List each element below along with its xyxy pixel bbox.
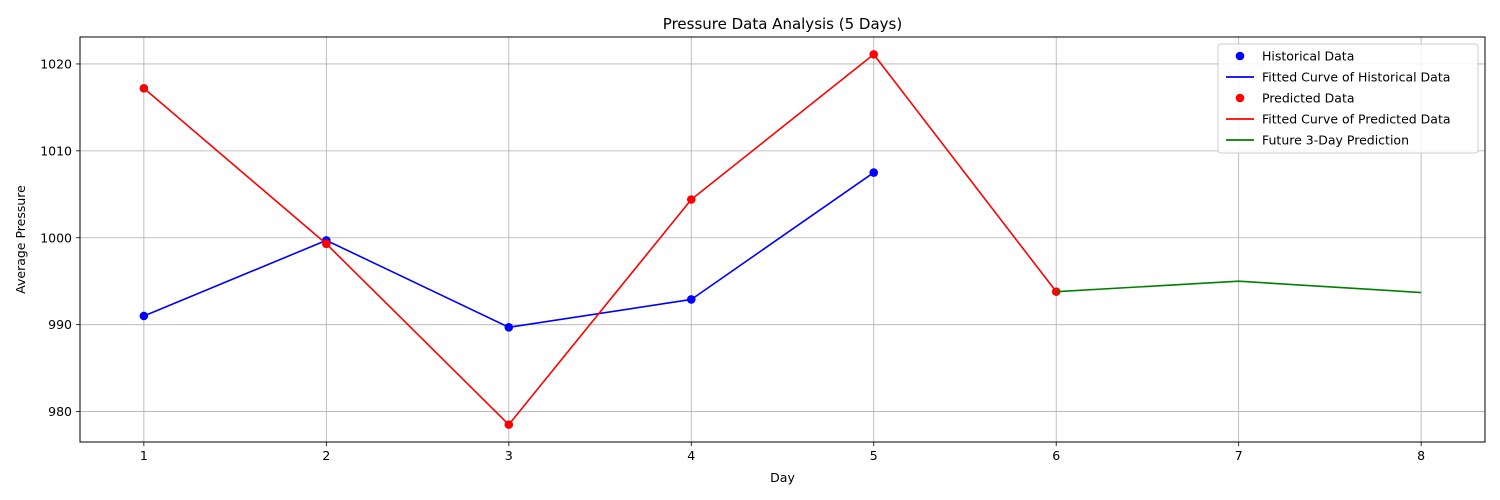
x-tick-label: 8 <box>1417 448 1425 463</box>
legend-label: Predicted Data <box>1262 91 1355 106</box>
series-layer <box>139 50 1422 429</box>
legend-entry: Predicted Data <box>1235 91 1355 106</box>
legend-label: Fitted Curve of Predicted Data <box>1262 112 1451 127</box>
y-axis-title: Average Pressure <box>13 185 28 294</box>
legend-box <box>1217 43 1479 154</box>
legend-entry: Fitted Curve of Predicted Data <box>1226 112 1451 127</box>
series-line <box>143 53 1057 426</box>
chart-title: Pressure Data Analysis (5 Days) <box>663 15 902 33</box>
y-tick-label: 1000 <box>40 230 72 245</box>
x-axis-title: Day <box>770 470 795 485</box>
x-tick-label: 1 <box>140 448 148 463</box>
y-tick-label: 1020 <box>40 56 72 71</box>
x-tick-label: 5 <box>870 448 878 463</box>
series-line <box>143 171 875 329</box>
legend-marker-swatch <box>1235 93 1245 103</box>
y-tick-label: 1010 <box>40 143 72 158</box>
series-5 <box>1056 280 1422 294</box>
x-tick-label: 3 <box>505 448 513 463</box>
series-4 <box>143 53 1057 426</box>
x-tick-label: 7 <box>1235 448 1243 463</box>
series-2 <box>143 171 875 329</box>
legend-entry: Fitted Curve of Historical Data <box>1226 70 1450 85</box>
legend-label: Historical Data <box>1262 49 1354 64</box>
legend-marker-swatch <box>1235 51 1245 61</box>
legend-entry: Historical Data <box>1235 49 1354 64</box>
legend-entry: Future 3-Day Prediction <box>1226 133 1409 148</box>
x-tick-label: 6 <box>1052 448 1060 463</box>
plot-area-frame <box>79 36 1486 443</box>
x-tick-label: 4 <box>687 448 695 463</box>
y-tick-label: 990 <box>48 317 72 332</box>
legend-label: Future 3-Day Prediction <box>1262 133 1409 148</box>
axis-ticks: 1 2 3 4 5 6 7 8 980 990 1000 1010 1020 <box>40 56 1425 463</box>
series-line <box>1056 280 1422 294</box>
legend: Historical Data Fitted Curve of Historica… <box>1217 43 1479 154</box>
legend-label: Fitted Curve of Historical Data <box>1262 70 1450 85</box>
y-tick-label: 980 <box>48 404 72 419</box>
x-tick-label: 2 <box>322 448 330 463</box>
